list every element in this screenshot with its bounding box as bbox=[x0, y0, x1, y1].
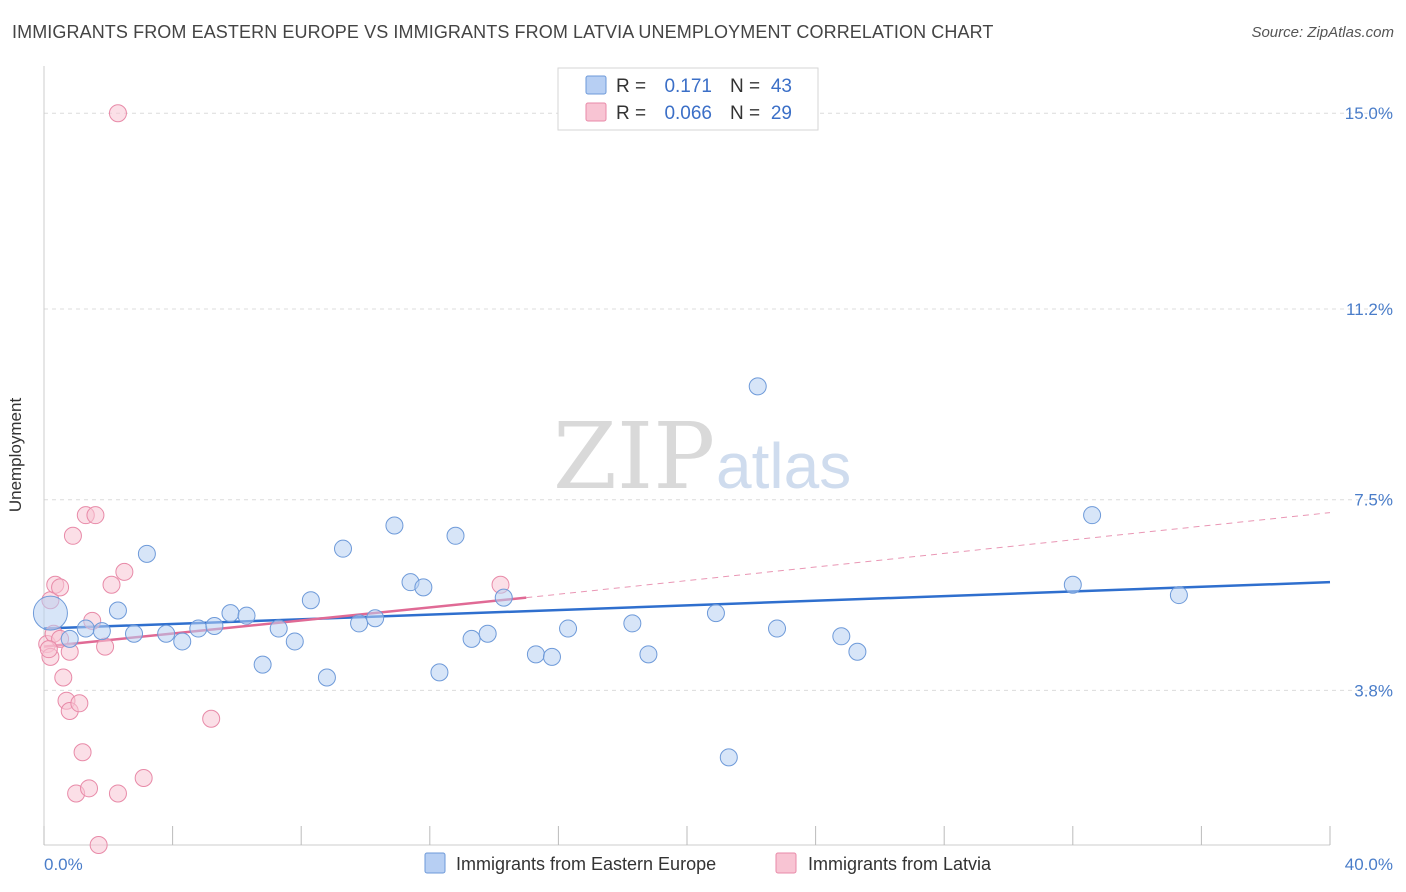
watermark: ZIP atlas bbox=[553, 403, 851, 510]
watermark-zip: ZIP bbox=[553, 403, 715, 510]
data-point-eastern-europe bbox=[494, 588, 513, 607]
legend-r-value-series1: 0.171 bbox=[664, 76, 712, 97]
legend-n-value-series2: 29 bbox=[771, 103, 792, 124]
legend-swatch-series2 bbox=[585, 102, 607, 122]
data-point-eastern-europe bbox=[205, 616, 224, 635]
y-tick-label: 7.5% bbox=[1354, 491, 1393, 510]
data-point-eastern-europe bbox=[639, 645, 658, 664]
data-point-eastern-europe bbox=[76, 619, 95, 638]
data-point-eastern-europe bbox=[317, 668, 336, 687]
data-point-eastern-europe bbox=[285, 632, 304, 651]
data-point-eastern-europe bbox=[719, 748, 738, 767]
data-point-eastern-europe bbox=[108, 601, 127, 620]
data-point-eastern-europe bbox=[237, 606, 256, 625]
data-point-latvia bbox=[73, 743, 92, 762]
grid-lines bbox=[44, 112, 1392, 691]
data-point-eastern-europe bbox=[253, 655, 272, 674]
data-point-eastern-europe bbox=[301, 591, 320, 610]
chart-title: IMMIGRANTS FROM EASTERN EUROPE VS IMMIGR… bbox=[12, 22, 994, 42]
data-point-latvia bbox=[70, 694, 89, 713]
data-point-eastern-europe bbox=[385, 516, 404, 535]
data-point-eastern-europe bbox=[414, 578, 433, 597]
series-legend-label-latvia: Immigrants from Latvia bbox=[808, 854, 992, 874]
series-legend-swatch-eastern-europe bbox=[424, 852, 446, 874]
legend-n-label-series1: N = bbox=[730, 76, 760, 97]
trend-line-latvia bbox=[43, 596, 527, 648]
data-point-eastern-europe bbox=[1083, 506, 1102, 525]
series-legend-label-eastern-europe: Immigrants from Eastern Europe bbox=[456, 854, 716, 874]
legend-n-value-series1: 43 bbox=[771, 76, 792, 97]
data-point-latvia bbox=[89, 836, 108, 854]
data-point-eastern-europe bbox=[350, 614, 369, 633]
data-point-eastern-europe bbox=[446, 526, 465, 545]
data-point-latvia bbox=[108, 784, 127, 803]
data-point-eastern-europe bbox=[125, 624, 144, 643]
data-point-latvia bbox=[86, 506, 105, 525]
legend-n-label-series2: N = bbox=[730, 103, 760, 124]
data-point-eastern-europe bbox=[848, 642, 867, 661]
data-point-eastern-europe bbox=[526, 645, 545, 664]
y-tick-label: 3.8% bbox=[1354, 681, 1393, 700]
data-point-eastern-europe bbox=[333, 539, 352, 558]
data-point-latvia bbox=[134, 769, 153, 788]
data-point-latvia bbox=[108, 104, 127, 123]
data-point-latvia bbox=[96, 637, 115, 656]
data-point-eastern-europe bbox=[60, 629, 79, 648]
data-point-eastern-europe bbox=[623, 614, 642, 633]
data-point-eastern-europe bbox=[478, 624, 497, 643]
data-point-eastern-europe bbox=[137, 544, 156, 563]
data-point-eastern-europe bbox=[157, 624, 176, 643]
trend-lines bbox=[43, 512, 1331, 648]
trend-line-eastern-europe bbox=[43, 580, 1331, 630]
watermark-atlas: atlas bbox=[716, 430, 851, 502]
data-point-eastern-europe bbox=[1063, 575, 1082, 594]
data-point-latvia bbox=[54, 668, 73, 687]
legend-r-label-series1: R = bbox=[616, 76, 646, 97]
series-legend-swatch-latvia bbox=[775, 852, 797, 874]
data-point-eastern-europe bbox=[92, 622, 111, 641]
legend-r-label-series2: R = bbox=[616, 103, 646, 124]
data-point-eastern-europe bbox=[189, 619, 208, 638]
data-point-eastern-europe bbox=[221, 604, 240, 623]
source-credit: Source: ZipAtlas.com bbox=[1251, 24, 1394, 41]
data-point-eastern-europe bbox=[832, 627, 851, 646]
data-point-eastern-europe bbox=[748, 377, 767, 396]
x-tick-label-min: 0.0% bbox=[44, 855, 83, 874]
x-tick-labels: 0.0% 40.0% bbox=[44, 855, 1393, 874]
data-point-latvia bbox=[39, 640, 58, 659]
data-point-latvia bbox=[115, 562, 134, 581]
data-point-eastern-europe bbox=[1169, 586, 1188, 605]
axes bbox=[43, 66, 1331, 846]
data-points bbox=[32, 104, 1188, 854]
data-point-latvia bbox=[80, 779, 99, 798]
data-point-eastern-europe bbox=[768, 619, 787, 638]
series-legend: Immigrants from Eastern Europe Immigrant… bbox=[424, 852, 992, 874]
data-point-eastern-europe bbox=[542, 647, 561, 666]
y-tick-label: 15.0% bbox=[1345, 104, 1393, 123]
data-point-eastern-europe bbox=[430, 663, 449, 682]
data-point-eastern-europe bbox=[269, 619, 288, 638]
trend-line-latvia-extrapolated bbox=[526, 512, 1331, 599]
data-point-latvia bbox=[102, 575, 121, 594]
data-point-eastern-europe bbox=[32, 595, 68, 631]
data-point-eastern-europe bbox=[706, 604, 725, 623]
data-point-latvia bbox=[63, 526, 82, 545]
y-tick-label: 11.2% bbox=[1346, 300, 1393, 319]
data-point-eastern-europe bbox=[559, 619, 578, 638]
data-point-eastern-europe bbox=[462, 629, 481, 648]
data-point-eastern-europe bbox=[173, 632, 192, 651]
stats-legend: R = 0.171 N = 43 R = 0.066 N = 29 bbox=[557, 67, 819, 131]
data-point-latvia bbox=[51, 578, 70, 597]
legend-swatch-series1 bbox=[585, 75, 607, 95]
legend-r-value-series2: 0.066 bbox=[664, 103, 712, 124]
y-tick-labels: 3.8% 7.5% 11.2% 15.0% bbox=[1345, 104, 1393, 700]
data-point-eastern-europe bbox=[366, 609, 385, 628]
data-point-latvia bbox=[202, 709, 221, 728]
x-tick-label-max: 40.0% bbox=[1345, 855, 1393, 874]
